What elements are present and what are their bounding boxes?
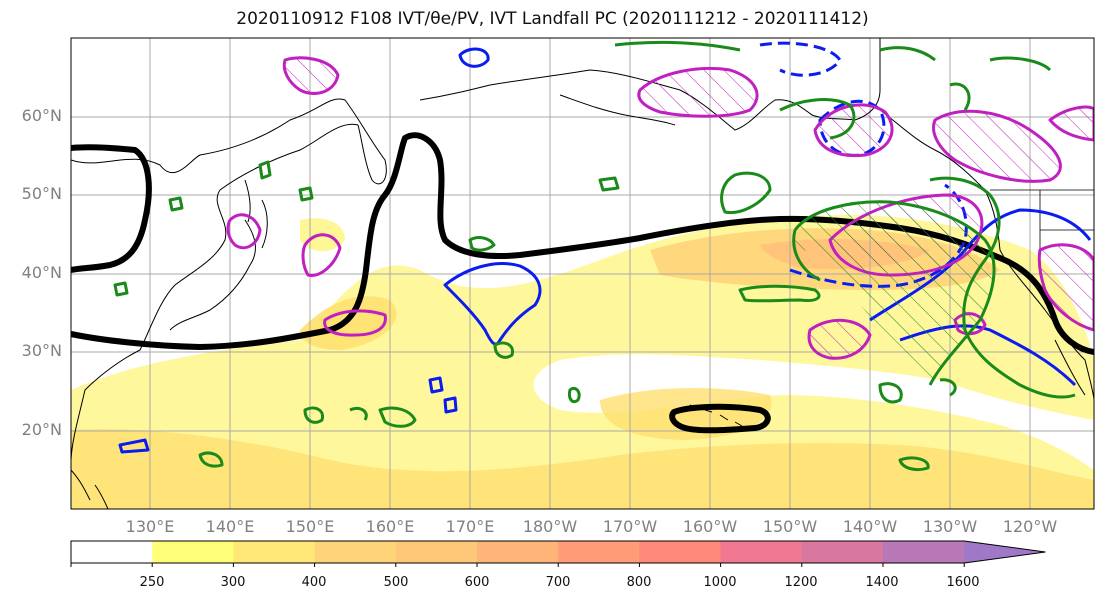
green-contour-mid xyxy=(493,341,930,472)
lon-label-150e: 150°E xyxy=(285,517,335,536)
colorbar-tick-500: 500 xyxy=(383,575,409,590)
magenta-contour-far-east xyxy=(1037,105,1094,332)
coast-sakhalin xyxy=(244,179,251,223)
colorbar-segment xyxy=(71,541,153,563)
lon-label-120w: 120°W xyxy=(1002,517,1058,536)
ivt-band-lower xyxy=(71,429,1094,509)
colorbar-tick-600: 600 xyxy=(464,575,490,590)
colorbar-segment xyxy=(395,541,478,563)
lat-label-30n: 30°N xyxy=(21,341,62,360)
magenta-contour-jp xyxy=(226,213,262,250)
magenta-contour-jp-east xyxy=(301,233,342,277)
colorbar-tick-400: 400 xyxy=(301,575,327,590)
green-contour-nw-asia xyxy=(468,176,620,252)
green-contour-coast xyxy=(929,176,1076,399)
green-contour-band xyxy=(738,284,821,303)
lon-label-160e: 160°E xyxy=(365,517,415,536)
green-contour-far-se xyxy=(878,378,957,404)
green-contour-east-main xyxy=(792,200,996,386)
magenta-contour-mid xyxy=(323,309,387,337)
blue-contours xyxy=(118,41,1092,454)
colorbar-tick-1600: 1600 xyxy=(946,575,980,590)
colorbar-tick-1000: 1000 xyxy=(703,575,737,590)
lat-label-20n: 20°N xyxy=(21,420,62,439)
blue-contour-small xyxy=(428,47,490,414)
map-frame xyxy=(70,37,1095,510)
lon-label-140e: 140°E xyxy=(205,517,255,536)
colorbar-tick-300: 300 xyxy=(220,575,246,590)
colorbar-segment xyxy=(477,541,559,563)
colorbar-segment xyxy=(639,541,722,563)
magenta-contour-gulf xyxy=(813,103,894,158)
colorbar-extend-arrow xyxy=(964,541,1046,563)
colorbar-segment xyxy=(720,541,803,563)
thick-contour-hawaii xyxy=(669,403,771,434)
coast-ph xyxy=(71,469,109,509)
colorbar-segment xyxy=(314,541,397,563)
lon-label-140w: 140°W xyxy=(842,517,898,536)
colorbar-segment xyxy=(801,541,884,563)
colorbar-tick-1400: 1400 xyxy=(865,575,899,590)
colorbar-tick-700: 700 xyxy=(545,575,571,590)
colorbar-segment xyxy=(233,541,316,563)
green-contour-ne xyxy=(614,40,1052,111)
coast-aleutians xyxy=(559,94,676,126)
coast-baja xyxy=(1054,339,1086,396)
colorbar-segment xyxy=(152,541,234,563)
map-title: 2020110912 F108 IVT/θe/PV, IVT Landfall … xyxy=(236,9,869,29)
lon-label-160w: 160°W xyxy=(682,517,738,536)
lon-label-150w: 150°W xyxy=(762,517,818,536)
coast-asia xyxy=(71,98,387,461)
magenta-contour-nw xyxy=(282,56,340,95)
green-contours xyxy=(113,40,1076,472)
magenta-contour-coast xyxy=(932,109,1062,183)
colorbar-segment xyxy=(558,541,640,563)
green-contour-small-w xyxy=(113,160,314,297)
coast-na-west xyxy=(879,109,1094,401)
lon-label-170w: 170°W xyxy=(602,517,658,536)
lon-label-130w: 130°W xyxy=(922,517,978,536)
lon-label-130e: 130°E xyxy=(125,517,175,536)
green-contour-gulf xyxy=(720,98,856,215)
magenta-contour-alaska xyxy=(637,66,759,118)
lon-label-180w: 180°W xyxy=(522,517,578,536)
colorbar-tick-800: 800 xyxy=(626,575,652,590)
lon-label-170e: 170°E xyxy=(445,517,495,536)
blue-contour-dateline xyxy=(443,262,542,346)
green-contour-sw xyxy=(198,406,417,468)
lat-label-40n: 40°N xyxy=(21,263,62,282)
lat-label-50n: 50°N xyxy=(21,184,62,203)
lat-label-60n: 60°N xyxy=(21,106,62,125)
colorbar-tick-1200: 1200 xyxy=(784,575,818,590)
colorbar-segment xyxy=(883,541,965,563)
blue-contour-west xyxy=(118,438,150,454)
colorbar-outline xyxy=(70,540,1046,564)
ivt-shading xyxy=(71,215,1094,509)
magenta-contour-sw xyxy=(807,318,872,360)
colorbar-tick-250: 250 xyxy=(139,575,165,590)
thick-contour-north xyxy=(71,144,152,273)
colorbar xyxy=(70,540,1046,567)
